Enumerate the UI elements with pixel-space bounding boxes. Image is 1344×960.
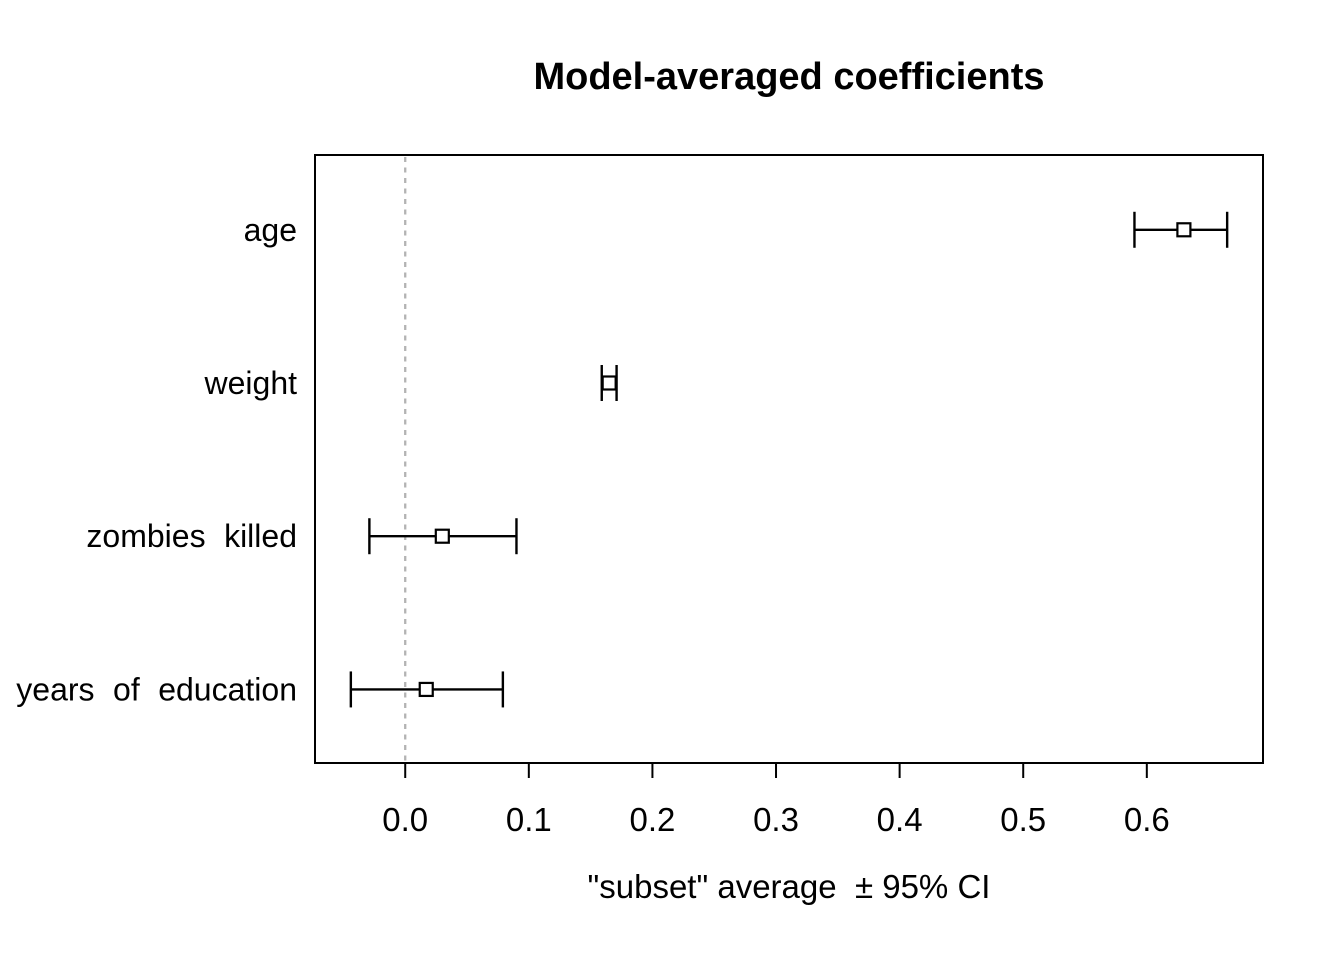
y-axis-label: years of education — [16, 671, 297, 707]
x-tick-label: 0.3 — [753, 801, 799, 838]
y-axis-label: weight — [204, 365, 298, 401]
x-tick-label: 0.4 — [877, 801, 923, 838]
estimate-marker — [1176, 222, 1192, 238]
x-tick-label: 0.0 — [382, 801, 428, 838]
y-axis-label: zombies killed — [86, 518, 297, 554]
estimate-marker — [418, 681, 434, 698]
chart-title: Model-averaged coefficients — [533, 56, 1045, 98]
estimate-marker — [434, 528, 450, 544]
x-tick-label: 0.1 — [506, 801, 552, 838]
estimate-marker — [601, 375, 617, 391]
plot-border — [314, 154, 1264, 764]
x-tick-label: 0.6 — [1124, 801, 1170, 838]
x-tick-label: 0.2 — [629, 801, 675, 838]
x-tick-label: 0.5 — [1000, 801, 1046, 838]
y-axis-label: age — [244, 212, 297, 248]
x-axis-title: "subset" average ± 95% CI — [587, 868, 991, 905]
